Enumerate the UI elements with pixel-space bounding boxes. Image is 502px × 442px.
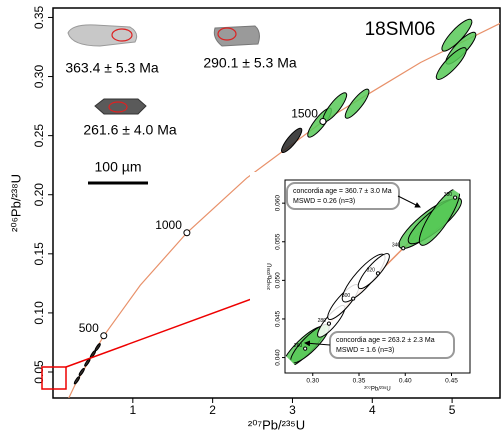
x-tick-label: 5 [449,403,456,417]
error-ellipse [73,376,81,385]
x-tick-label: 3 [289,403,296,417]
age-label: 1500 [291,107,318,121]
y-axis-label: ²⁰⁶Pb/²³⁸U [267,263,274,290]
age-label: 300 [342,293,351,299]
error-ellipse [281,127,303,153]
y-tick-label: 0.10 [32,301,46,325]
age-marker [453,195,458,200]
annotation-mswd: MSWD = 1.6 (n=3) [336,347,394,354]
error-ellipse [78,367,85,377]
x-tick-label: 0.40 [399,378,412,385]
grain-age: 261.6 ± 4.0 Ma [83,122,177,138]
y-tick-label: 0.30 [32,65,46,89]
x-tick-label: 1 [129,403,136,417]
age-label: 1000 [155,218,182,232]
grain-images [67,24,260,185]
y-tick-label: 0.15 [32,242,46,266]
age-marker [326,321,332,326]
y-tick-label: 0.045 [275,310,282,327]
grain-age: 290.1 ± 5.3 Ma [203,55,297,71]
age-marker [401,246,406,251]
x-tick-label: 0.30 [306,378,319,385]
error-ellipse [344,88,370,119]
y-tick-label: 0.050 [275,272,282,289]
scale-bar-label: 100 µm [95,159,142,175]
grain-age: 363.4 ± 5.3 Ma [65,60,159,76]
x-tick-label: 2 [209,403,216,417]
inset-plot: 0.30 0.35 0.40 0.45 0.040 0.045 0.050 0.055 0.06… [250,172,474,393]
age-marker [351,296,356,301]
age-label: 260 [294,343,303,349]
zoom-box [41,366,67,390]
age-label: 320 [367,268,376,274]
y-tick-label: 0.05 [32,360,46,384]
age-marker [303,346,308,351]
y-tick-label: 0.040 [275,349,282,366]
age-label: 340 [392,243,401,249]
x-axis-label: ²⁰⁷Pb/²³⁵U [248,417,305,432]
zoom-connector [65,289,277,368]
age-label: 500 [79,321,99,335]
x-axis-label: ²⁰⁷Pb/²³⁵U [364,386,390,393]
annotation-age: concordia age = 263.2 ± 2.3 Ma [336,337,435,344]
x-tick-label: 4 [369,403,376,417]
age-label: 380 [444,192,453,198]
y-tick-label: 0.20 [32,183,46,207]
y-tick-label: 0.055 [275,233,282,250]
y-tick-label: 0.25 [32,124,46,148]
age-marker [100,332,108,340]
age-marker [319,117,327,125]
y-tick-label: 0.35 [32,5,46,29]
y-tick-label: 0.060 [275,195,282,212]
age-label: 280 [318,318,327,324]
x-tick-label: 0.45 [445,378,458,385]
annotation-mswd: MSWD = 0.26 (n=3) [293,198,355,205]
age-marker [375,271,381,276]
annotation-arrow [397,195,421,208]
error-ellipse [435,47,467,80]
y-axis-label: ²⁰⁶Pb/²³⁸U [8,174,23,232]
x-tick-label: 0.35 [353,378,366,385]
annotation-age: concordia age = 360.7 ± 3.0 Ma [293,188,392,195]
sample-name: 18SM06 [365,19,436,40]
annotation-arrow [304,340,331,347]
age-marker [183,229,191,237]
error-ellipse [94,343,101,352]
